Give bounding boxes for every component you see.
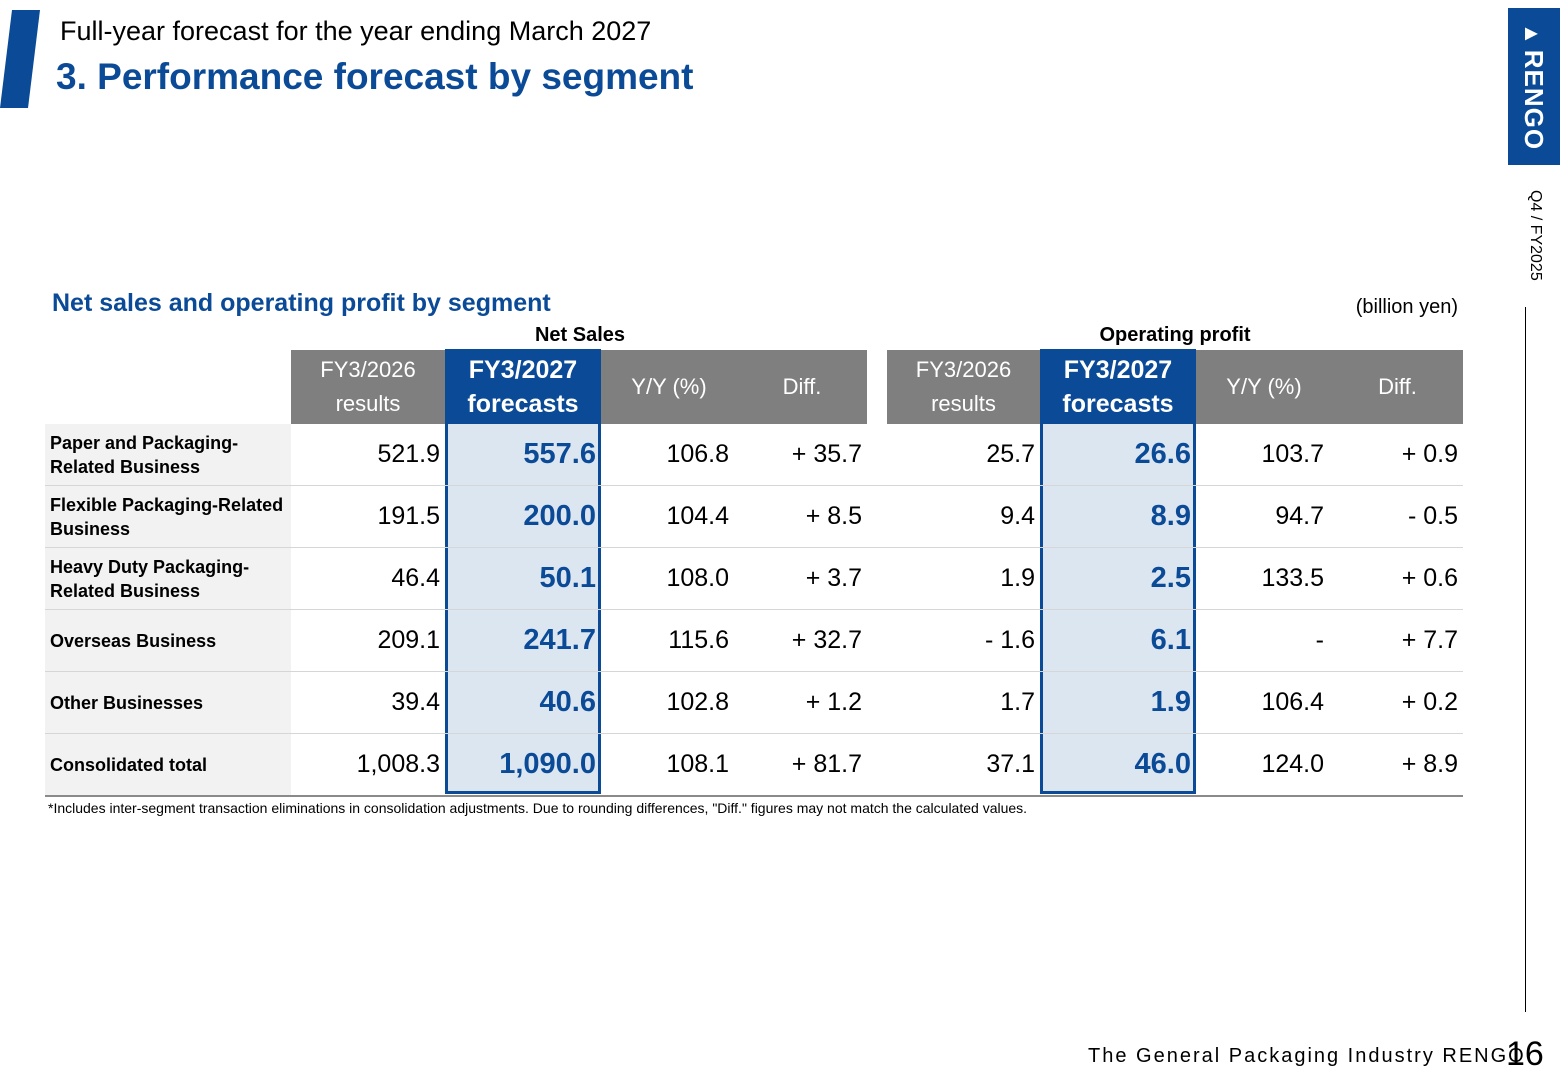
row-divider bbox=[45, 795, 1463, 797]
table-cell: 106.4 bbox=[1261, 688, 1324, 716]
table-cell: + 0.9 bbox=[1401, 440, 1458, 468]
table-cell: 103.7 bbox=[1261, 440, 1324, 468]
table-cell: 9.4 bbox=[1000, 502, 1035, 530]
table-cell: 241.7 bbox=[523, 624, 596, 656]
table-cell: 557.6 bbox=[523, 438, 596, 470]
table-cell: 1.9 bbox=[1150, 686, 1191, 718]
row-label: Overseas Business bbox=[45, 610, 291, 671]
row-label: Heavy Duty Packaging-Related Business bbox=[45, 548, 291, 609]
row-divider bbox=[45, 733, 1463, 734]
table-cell: 1,008.3 bbox=[356, 750, 440, 778]
table-cell: 2.5 bbox=[1150, 562, 1191, 594]
group-label-operating-profit: Operating profit bbox=[1099, 324, 1251, 346]
table-cell: 1,090.0 bbox=[499, 748, 596, 780]
table-cell: 6.1 bbox=[1150, 624, 1191, 656]
table-cell: 124.0 bbox=[1261, 750, 1324, 778]
table-title: Net sales and operating profit by segmen… bbox=[52, 289, 551, 317]
table-cell: + 7.7 bbox=[1401, 626, 1458, 654]
column-header: FY3/2027 forecasts bbox=[1040, 349, 1196, 424]
table-cell: 108.1 bbox=[666, 750, 729, 778]
table-cell: + 81.7 bbox=[791, 750, 862, 778]
table-cell: 133.5 bbox=[1261, 564, 1324, 592]
row-label: Flexible Packaging-Related Business bbox=[45, 486, 291, 547]
column-header: Diff. bbox=[737, 350, 867, 424]
column-header: Y/Y (%) bbox=[1196, 350, 1332, 424]
table-cell: 1.9 bbox=[1000, 564, 1035, 592]
table-cell: 50.1 bbox=[539, 562, 596, 594]
highlight-column-net-sales bbox=[445, 422, 601, 794]
highlight-column-operating-profit bbox=[1040, 422, 1196, 794]
row-divider bbox=[45, 485, 1463, 486]
table-cell: - bbox=[1315, 626, 1324, 654]
footer-company-name: The General Packaging Industry RENGO bbox=[1088, 1045, 1526, 1067]
table-cell: 94.7 bbox=[1275, 502, 1324, 530]
column-header: FY3/2027 forecasts bbox=[445, 349, 601, 424]
group-label-net-sales: Net Sales bbox=[534, 324, 626, 346]
table-cell: 521.9 bbox=[377, 440, 440, 468]
page-title: 3. Performance forecast by segment bbox=[56, 56, 694, 97]
table-cell: + 8.5 bbox=[805, 502, 862, 530]
table-cell: 200.0 bbox=[523, 500, 596, 532]
logo-text: RENGO bbox=[1519, 49, 1550, 151]
table-cell: 39.4 bbox=[391, 688, 440, 716]
table-cell: 46.0 bbox=[1134, 748, 1191, 780]
table-cell: 108.0 bbox=[666, 564, 729, 592]
side-divider bbox=[1525, 307, 1526, 1012]
company-logo: ▲ RENGO bbox=[1508, 8, 1560, 165]
table-cell: - 1.6 bbox=[984, 626, 1035, 654]
table-cell: + 32.7 bbox=[791, 626, 862, 654]
table-cell: 102.8 bbox=[666, 688, 729, 716]
page-number: 16 bbox=[1506, 1035, 1544, 1073]
table-cell: 1.7 bbox=[1000, 688, 1035, 716]
table-cell: + 8.9 bbox=[1401, 750, 1458, 778]
row-divider bbox=[45, 609, 1463, 610]
table-cell: 37.1 bbox=[986, 750, 1035, 778]
row-divider bbox=[45, 547, 1463, 548]
table-cell: 46.4 bbox=[391, 564, 440, 592]
column-header: FY3/2026 results bbox=[887, 350, 1040, 424]
table-cell: 104.4 bbox=[666, 502, 729, 530]
report-period: Q4 / FY2025 bbox=[1527, 190, 1544, 281]
table-cell: + 0.2 bbox=[1401, 688, 1458, 716]
table-cell: 191.5 bbox=[377, 502, 440, 530]
table-cell: + 3.7 bbox=[805, 564, 862, 592]
table-cell: 8.9 bbox=[1150, 500, 1191, 532]
table-cell: + 0.6 bbox=[1401, 564, 1458, 592]
rengo-logo-icon: ▲ bbox=[1520, 22, 1546, 46]
page-subtitle: Full-year forecast for the year ending M… bbox=[60, 16, 652, 46]
row-label: Consolidated total bbox=[45, 734, 291, 795]
table-cell: 40.6 bbox=[539, 686, 596, 718]
footnote: *Includes inter-segment transaction elim… bbox=[48, 800, 1028, 816]
row-label: Paper and Packaging-Related Business bbox=[45, 424, 291, 485]
row-divider bbox=[45, 671, 1463, 672]
column-header: Y/Y (%) bbox=[601, 350, 737, 424]
row-label: Other Businesses bbox=[45, 672, 291, 733]
table-cell: 26.6 bbox=[1134, 438, 1191, 470]
title-accent-bar bbox=[0, 10, 40, 108]
table-cell: + 35.7 bbox=[791, 440, 862, 468]
table-cell: 209.1 bbox=[377, 626, 440, 654]
column-header: Diff. bbox=[1332, 350, 1463, 424]
table-cell: 115.6 bbox=[668, 626, 729, 654]
unit-label: (billion yen) bbox=[1355, 296, 1458, 318]
table-cell: 106.8 bbox=[666, 440, 729, 468]
table-cell: 25.7 bbox=[986, 440, 1035, 468]
table-cell: + 1.2 bbox=[805, 688, 862, 716]
column-header: FY3/2026 results bbox=[291, 350, 445, 424]
table-cell: - 0.5 bbox=[1407, 502, 1458, 530]
